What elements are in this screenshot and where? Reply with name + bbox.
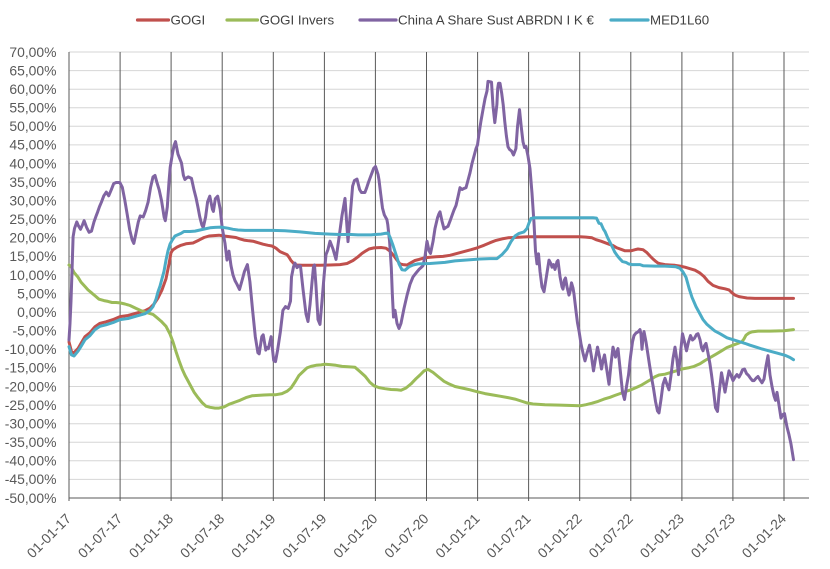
- svg-text:10,00%: 10,00%: [9, 267, 56, 283]
- svg-text:01-07-21: 01-07-21: [483, 510, 534, 561]
- svg-text:01-01-17: 01-01-17: [23, 510, 74, 561]
- svg-text:60,00%: 60,00%: [9, 81, 56, 97]
- svg-text:-30,00%: -30,00%: [5, 416, 57, 432]
- svg-text:5,00%: 5,00%: [17, 285, 56, 301]
- svg-text:35,00%: 35,00%: [9, 174, 56, 190]
- svg-text:-15,00%: -15,00%: [5, 360, 57, 376]
- svg-text:65,00%: 65,00%: [9, 62, 56, 78]
- svg-text:01-07-20: 01-07-20: [381, 510, 432, 561]
- svg-text:China A Share Sust ABRDN I K €: China A Share Sust ABRDN I K €: [398, 13, 594, 28]
- svg-text:-35,00%: -35,00%: [5, 434, 57, 450]
- svg-text:-40,00%: -40,00%: [5, 453, 57, 469]
- svg-text:01-07-19: 01-07-19: [279, 510, 330, 561]
- svg-text:30,00%: 30,00%: [9, 193, 56, 209]
- svg-text:0,00%: 0,00%: [17, 304, 56, 320]
- svg-text:50,00%: 50,00%: [9, 118, 56, 134]
- svg-text:-50,00%: -50,00%: [5, 490, 57, 506]
- svg-text:40,00%: 40,00%: [9, 155, 56, 171]
- svg-text:45,00%: 45,00%: [9, 137, 56, 153]
- svg-text:01-01-18: 01-01-18: [126, 510, 177, 561]
- svg-text:01-07-22: 01-07-22: [585, 510, 636, 561]
- svg-text:55,00%: 55,00%: [9, 100, 56, 116]
- svg-text:01-01-19: 01-01-19: [228, 510, 279, 561]
- svg-text:01-01-22: 01-01-22: [534, 510, 585, 561]
- svg-text:-45,00%: -45,00%: [5, 471, 57, 487]
- svg-text:01-07-18: 01-07-18: [177, 510, 228, 561]
- svg-text:01-07-23: 01-07-23: [687, 510, 738, 561]
- svg-text:-25,00%: -25,00%: [5, 397, 57, 413]
- svg-text:20,00%: 20,00%: [9, 230, 56, 246]
- svg-text:01-01-20: 01-01-20: [330, 510, 381, 561]
- svg-text:01-01-23: 01-01-23: [636, 510, 687, 561]
- svg-text:GOGI Invers: GOGI Invers: [260, 13, 335, 28]
- svg-text:MED1L60: MED1L60: [650, 13, 709, 28]
- svg-text:-20,00%: -20,00%: [5, 378, 57, 394]
- svg-text:25,00%: 25,00%: [9, 211, 56, 227]
- svg-text:15,00%: 15,00%: [9, 248, 56, 264]
- svg-text:70,00%: 70,00%: [9, 44, 56, 60]
- svg-text:01-01-21: 01-01-21: [432, 510, 483, 561]
- svg-text:GOGI: GOGI: [171, 13, 206, 28]
- svg-text:01-07-17: 01-07-17: [75, 510, 126, 561]
- svg-text:01-01-24: 01-01-24: [738, 510, 789, 561]
- svg-text:-5,00%: -5,00%: [12, 323, 56, 339]
- svg-text:-10,00%: -10,00%: [5, 341, 57, 357]
